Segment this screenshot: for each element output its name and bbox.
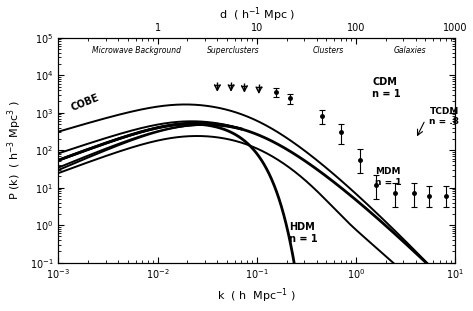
Text: TCDM
n = .8: TCDM n = .8 [429,107,459,126]
Text: COBE: COBE [70,93,101,113]
X-axis label: k  ( h  Mpc$^{-1}$ ): k ( h Mpc$^{-1}$ ) [217,287,297,305]
X-axis label: d  ( h$^{-1}$ Mpc ): d ( h$^{-1}$ Mpc ) [219,6,295,24]
Y-axis label: P (k)  ( h$^{-3}$ Mpc$^3$ ): P (k) ( h$^{-3}$ Mpc$^3$ ) [6,100,24,200]
Text: Superclusters: Superclusters [207,46,260,54]
Text: Galaxies: Galaxies [394,46,426,54]
Text: CDM
n = 1: CDM n = 1 [372,77,401,99]
Text: Clusters: Clusters [312,46,343,54]
Text: MDM
n = 1: MDM n = 1 [375,167,402,187]
Text: Microwave Background: Microwave Background [92,46,181,54]
Text: HDM
n = 1: HDM n = 1 [289,222,317,244]
